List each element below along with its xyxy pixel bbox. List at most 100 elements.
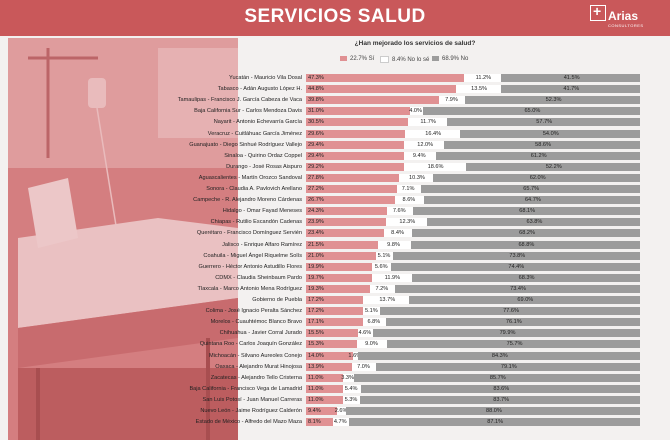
value-label-si: 17.1% — [308, 319, 324, 326]
bar-si — [306, 185, 397, 193]
value-label-si: 21.0% — [308, 252, 324, 259]
value-label-si: 17.2% — [308, 297, 324, 303]
value-label-no-lo-se: 9.0% — [365, 341, 378, 348]
value-label-no-lo-se: 10.3% — [409, 174, 425, 181]
category-label: Guerrero - Héctor Antonio Astudillo Flor… — [198, 263, 302, 270]
bar-no — [501, 74, 640, 82]
category-label: Tabasco - Adán Augusto López H. — [217, 86, 302, 93]
legend-item-no-lo-se: 8.4% No lo sé — [380, 56, 429, 66]
value-label-si: 23.4% — [308, 230, 324, 237]
bar-no — [459, 129, 640, 138]
bar-no — [465, 96, 640, 105]
bar-si — [306, 329, 358, 338]
logo-subtext: CONSULTORES — [608, 23, 644, 28]
bar-si — [306, 96, 439, 105]
category-label: Gobierno de Puebla — [252, 297, 302, 303]
bar-no-lo-se — [352, 351, 359, 360]
bar-si — [306, 107, 410, 116]
value-label-no: 61.2% — [530, 152, 547, 159]
bar-no-lo-se — [404, 140, 445, 149]
bar-no-lo-se — [403, 162, 466, 171]
bar-no-lo-se — [342, 384, 361, 393]
bar-no-lo-se — [463, 74, 502, 82]
bar-no-lo-se — [357, 329, 374, 338]
bar-no — [380, 307, 640, 316]
bar-no — [465, 162, 640, 171]
bar-si — [306, 296, 364, 304]
value-label-si: 27.2% — [308, 186, 324, 192]
value-label-no-lo-se: 5.1% — [364, 308, 378, 315]
value-label-no-lo-se: 3.3% — [341, 374, 354, 381]
bar-no — [426, 218, 640, 227]
legend-swatch-si — [340, 56, 347, 61]
value-label-no-lo-se: 13.5% — [471, 86, 488, 93]
bar-no-lo-se — [363, 307, 381, 316]
category-label: Estado de México - Alfredo del Mazo Maza — [195, 419, 302, 426]
category-label: Aguascalientes - Martín Orozco Sandoval — [198, 174, 302, 181]
value-label-no: 85.7% — [489, 374, 506, 381]
bar-no — [385, 318, 640, 327]
value-label-no: 88.0% — [486, 408, 502, 414]
value-label-si: 29.4% — [308, 152, 324, 159]
bar-si — [306, 362, 353, 371]
value-label-no: 57.7% — [536, 119, 553, 126]
bar-no-lo-se — [385, 218, 427, 227]
legend-label-si: 22.7% Sí — [350, 56, 375, 63]
category-label: Tlaxcala - Marco Antonio Mena Rodríguez — [197, 285, 302, 292]
bar-no — [423, 196, 640, 205]
category-label: Yucatán - Mauricio Vila Dosal — [229, 75, 302, 81]
bar-no — [373, 329, 640, 338]
bar-no — [348, 418, 640, 427]
bar-no-lo-se — [342, 373, 354, 382]
bar-si — [306, 340, 358, 349]
bar-si — [306, 74, 464, 82]
bar-no-lo-se — [396, 185, 421, 193]
bar-no — [375, 362, 640, 371]
value-label-no-lo-se: 4.6% — [358, 330, 372, 337]
category-label: San Luis Potosí - Juan Manuel Carreras — [202, 396, 303, 403]
value-label-si: 19.7% — [308, 274, 324, 281]
value-label-si: 11.0% — [308, 396, 324, 403]
value-label-si: 47.3% — [308, 75, 324, 81]
bar-no — [387, 340, 640, 349]
value-label-si: 19.9% — [308, 263, 324, 270]
value-label-no: 68.1% — [519, 208, 536, 215]
value-label-no-lo-se: 11.7% — [420, 119, 436, 126]
chart-title: ¿Han mejorado los servicios de salud? — [354, 40, 476, 47]
category-label: Hidalgo - Omar Fayad Meneses — [222, 208, 302, 215]
value-label-no-lo-se: 9.8% — [387, 241, 400, 248]
bar-no-lo-se — [377, 240, 411, 249]
bar-no-lo-se — [372, 262, 392, 271]
bar-si — [306, 407, 338, 415]
value-label-no: 58.6% — [535, 141, 551, 148]
value-label-no-lo-se: 5.6% — [374, 263, 388, 270]
value-label-no: 73.8% — [509, 252, 526, 259]
category-label: Baja California - Francisco Vega de Lama… — [189, 385, 302, 392]
value-label-si: 13.9% — [308, 363, 324, 370]
bar-si — [306, 151, 405, 160]
value-label-si: 14.0% — [308, 352, 324, 359]
bar-no-lo-se — [363, 318, 386, 327]
category-label: Zacatecas - Alejandro Tello Cristerna — [210, 374, 302, 381]
value-label-si: 26.7% — [308, 197, 324, 204]
value-label-no-lo-se: 8.6% — [402, 197, 416, 204]
bar-si — [306, 240, 378, 249]
value-label-si: 8.1% — [308, 419, 321, 426]
value-label-no: 68.8% — [518, 241, 535, 248]
value-label-si: 24.3% — [308, 208, 324, 215]
category-label: Coahuila - Miguel Ángel Riquelme Solís — [203, 252, 302, 259]
category-label: Quintana Roo - Carlos Joaquín González — [199, 341, 302, 348]
legend-item-si: 22.7% Sí — [340, 56, 374, 66]
bar-no — [358, 351, 640, 360]
bar-no-lo-se — [371, 273, 412, 282]
value-label-no: 84.3% — [491, 352, 508, 359]
value-label-no: 75.7% — [506, 341, 523, 348]
value-label-no: 83.6% — [493, 385, 510, 392]
bar-no-lo-se — [384, 229, 413, 238]
header-bar: SERVICIOS SALUD Arias CONSULTORES — [0, 0, 670, 36]
plus-box-icon — [590, 3, 606, 21]
category-label: CDMX - Claudia Sheinbaum Pardo — [215, 274, 302, 281]
bar-no-lo-se — [398, 173, 434, 182]
value-label-no-lo-se: 7.6% — [392, 208, 406, 215]
